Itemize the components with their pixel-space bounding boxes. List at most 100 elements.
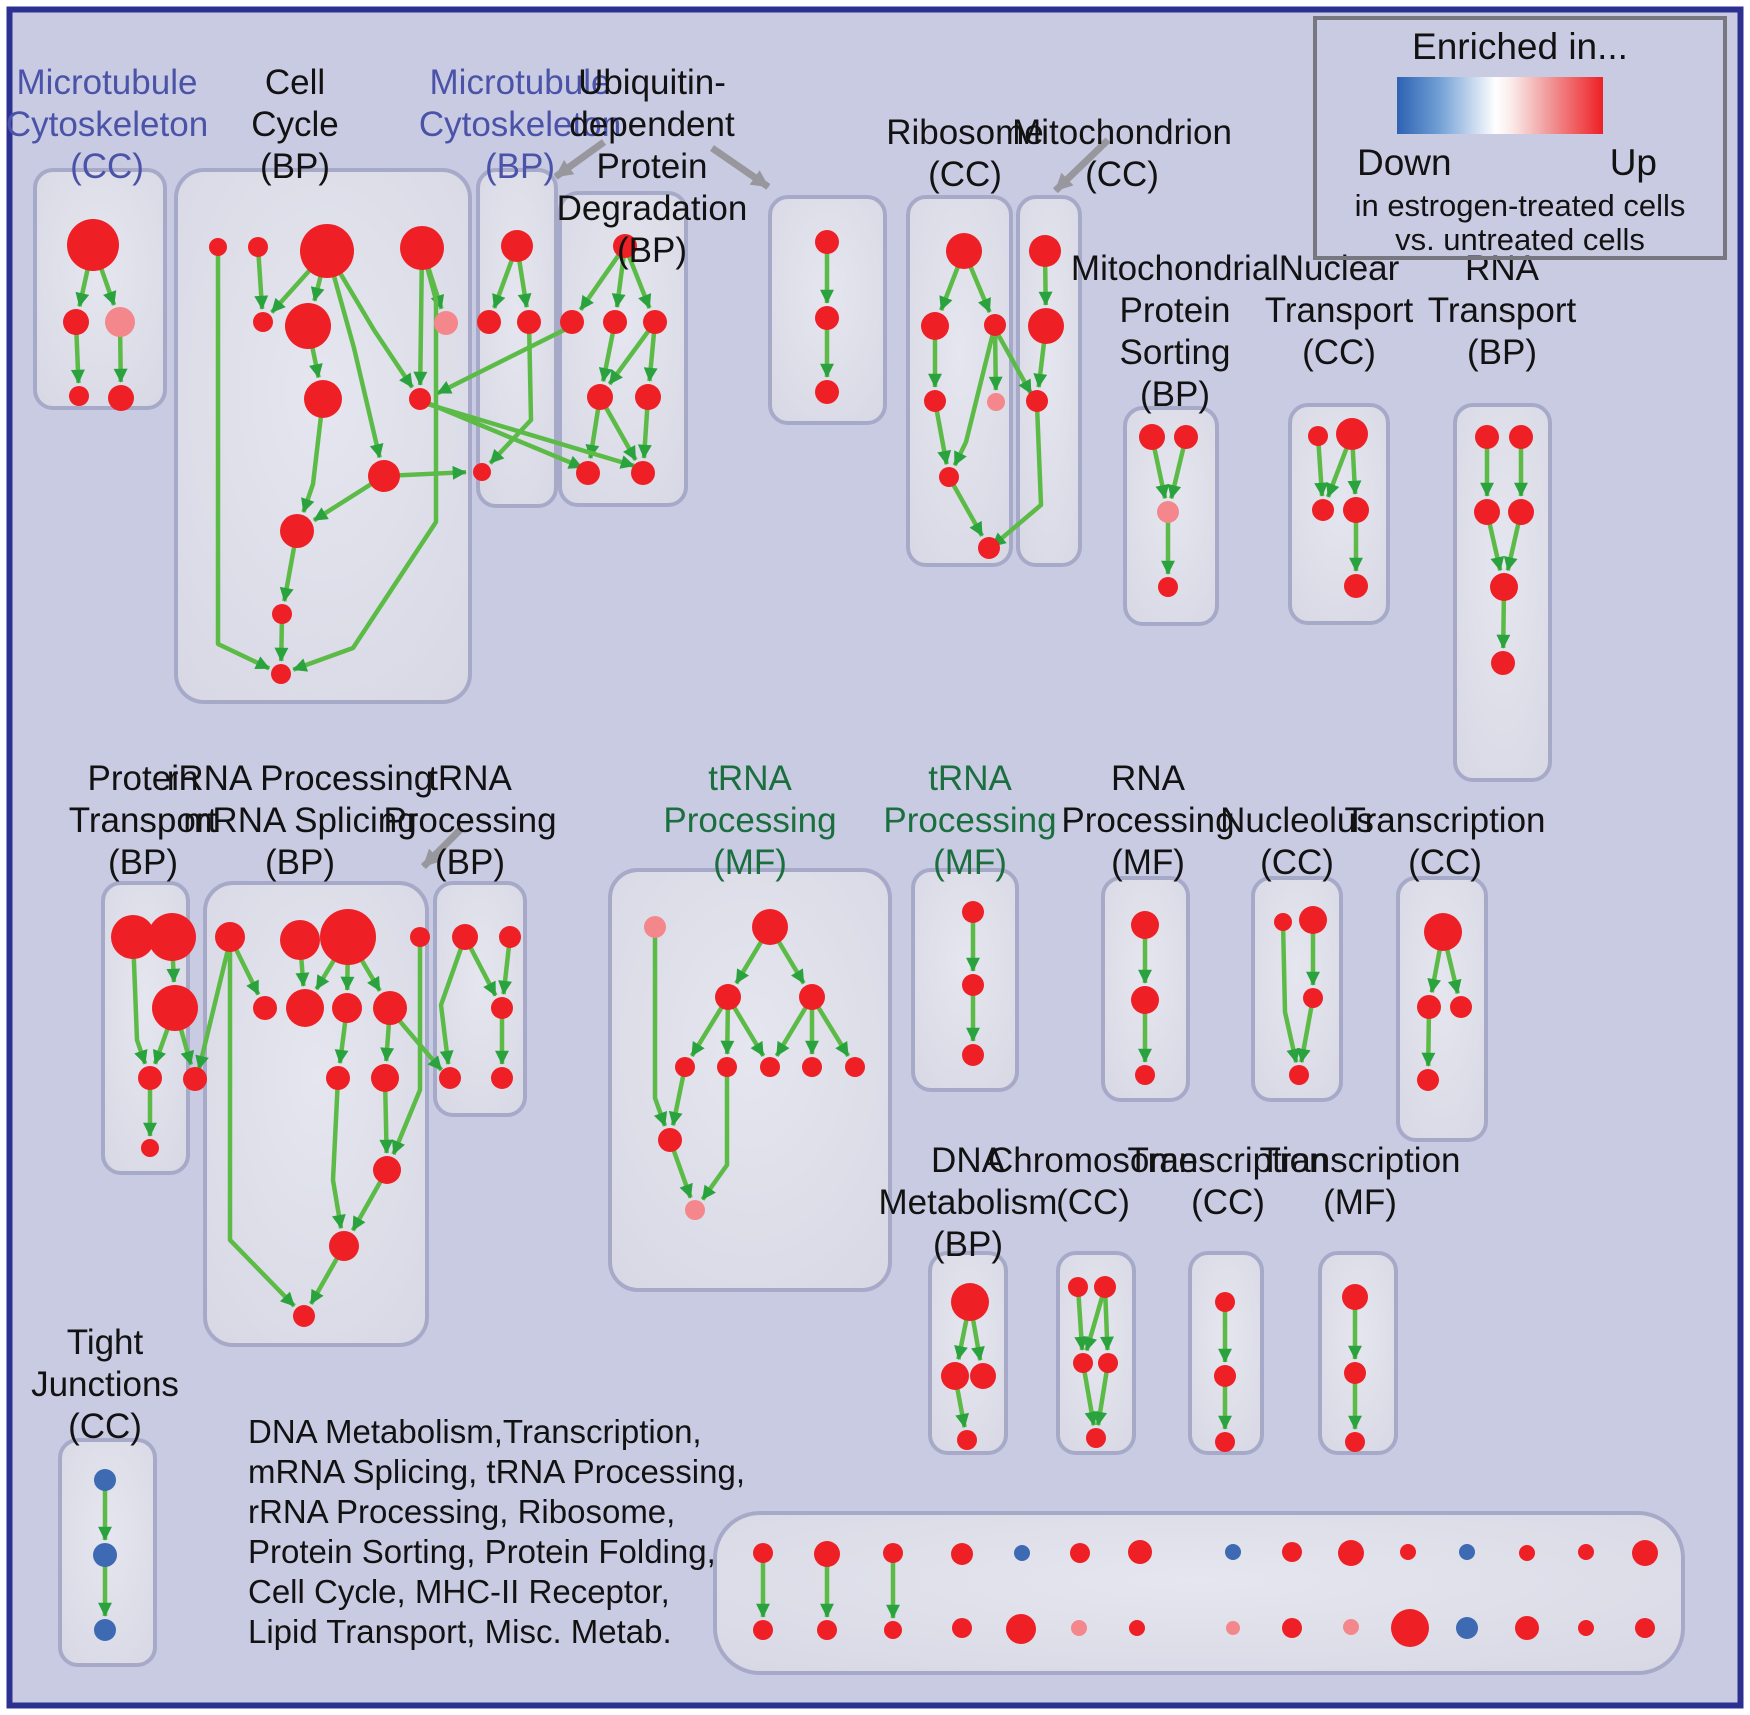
go-term-node	[138, 1066, 162, 1090]
nodes-layer	[63, 219, 1658, 1647]
go-term-node	[473, 463, 491, 481]
go-term-node	[1128, 1540, 1152, 1564]
go-term-node	[753, 1543, 773, 1563]
go-term-node	[799, 984, 825, 1010]
go-term-node	[1632, 1540, 1658, 1566]
go-term-node	[1308, 426, 1328, 446]
go-term-node	[329, 1231, 359, 1261]
go-term-node	[1158, 577, 1178, 597]
go-term-node	[1578, 1544, 1594, 1560]
go-term-node	[643, 310, 667, 334]
go-term-node	[491, 1067, 513, 1089]
cluster-box-nucleolus-cc	[1251, 876, 1343, 1102]
annotation-line: Lipid Transport, Misc. Metab.	[248, 1613, 672, 1650]
go-term-node	[1006, 1614, 1036, 1644]
go-term-node	[884, 1621, 902, 1639]
go-term-node	[1028, 308, 1064, 344]
edge	[325, 249, 415, 389]
edge	[1074, 1286, 1089, 1351]
cluster-box-microtubule-cytoskeleton-cc	[33, 168, 167, 410]
gray-arrow	[420, 825, 465, 870]
go-term-node	[1424, 913, 1462, 951]
gray-arrow	[553, 139, 607, 180]
edge	[700, 1067, 730, 1201]
go-term-node	[491, 997, 513, 1019]
go-term-node	[332, 993, 362, 1023]
legend-subtitle-1: in estrogen-treated cells	[1354, 188, 1686, 223]
cluster-box-cell-cycle-bp	[174, 168, 472, 704]
go-term-node	[1474, 499, 1500, 525]
go-term-node	[1459, 1544, 1475, 1560]
go-term-node	[373, 991, 407, 1025]
go-term-node	[1490, 573, 1518, 601]
go-term-node	[1026, 390, 1048, 412]
go-term-node	[952, 1618, 972, 1638]
legend-box: Enriched in... Down Up in estrogen-treat…	[1313, 16, 1727, 260]
go-term-node	[1174, 425, 1198, 449]
annotation-line: rRNA Processing, Ribosome,	[248, 1493, 676, 1530]
go-term-node	[970, 1363, 996, 1389]
go-term-node	[300, 224, 354, 278]
edge	[390, 1010, 444, 1072]
go-term-node	[1282, 1542, 1302, 1562]
legend-title: Enriched in...	[1412, 26, 1628, 67]
legend-subtitle-2: vs. untreated cells	[1395, 222, 1645, 257]
go-term-node	[715, 984, 741, 1010]
go-term-node	[921, 312, 949, 340]
go-term-node	[576, 461, 600, 485]
go-term-node	[946, 233, 982, 269]
go-term-node	[67, 219, 119, 271]
go-term-node	[1157, 501, 1179, 523]
go-term-node	[1391, 1609, 1429, 1647]
go-term-node	[94, 1619, 116, 1641]
legend-endpoint-labels: Down Up	[1357, 142, 1657, 184]
go-term-node	[63, 309, 89, 335]
go-term-node	[368, 460, 400, 492]
go-term-node	[1578, 1620, 1594, 1636]
go-term-node	[1129, 1620, 1145, 1636]
go-term-node	[1131, 911, 1159, 939]
go-term-node	[209, 238, 227, 256]
go-term-node	[285, 303, 331, 349]
gray-arrow	[710, 145, 771, 190]
go-term-node	[248, 237, 268, 257]
edge	[993, 327, 1034, 395]
go-term-node	[560, 310, 584, 334]
go-term-node	[587, 384, 613, 410]
go-term-node	[1344, 1362, 1366, 1384]
go-term-node	[452, 924, 478, 950]
go-term-node	[951, 1283, 989, 1321]
go-term-node	[962, 1044, 984, 1066]
go-term-node	[1344, 574, 1368, 598]
go-term-node	[1635, 1618, 1655, 1638]
edge	[1280, 921, 1301, 1063]
edge	[438, 936, 468, 1065]
go-term-node	[253, 312, 273, 332]
go-term-node	[1215, 1292, 1235, 1312]
go-term-node	[1226, 1621, 1240, 1635]
go-term-node	[613, 234, 637, 258]
annotation-line: Protein Sorting, Protein Folding,	[248, 1533, 716, 1570]
legend-down-label: Down	[1357, 142, 1452, 183]
go-term-node	[152, 985, 198, 1031]
edge	[1314, 435, 1329, 497]
go-term-node	[1282, 1618, 1302, 1638]
go-term-node	[1475, 425, 1499, 449]
edge	[301, 398, 326, 513]
go-term-node	[658, 1128, 682, 1152]
go-term-node	[293, 1305, 315, 1327]
edge	[436, 323, 574, 396]
go-term-node	[400, 226, 444, 270]
go-term-node	[1215, 1432, 1235, 1452]
go-term-node	[962, 901, 984, 923]
go-term-node	[434, 311, 458, 335]
edge	[1093, 1362, 1111, 1426]
go-term-node	[1343, 497, 1369, 523]
go-term-node	[517, 310, 541, 334]
go-term-node	[371, 1064, 399, 1092]
go-term-node	[1509, 425, 1533, 449]
go-term-node	[1400, 1544, 1416, 1560]
go-term-node	[1312, 499, 1334, 521]
go-term-node	[1508, 499, 1534, 525]
go-term-node	[1068, 1277, 1088, 1297]
